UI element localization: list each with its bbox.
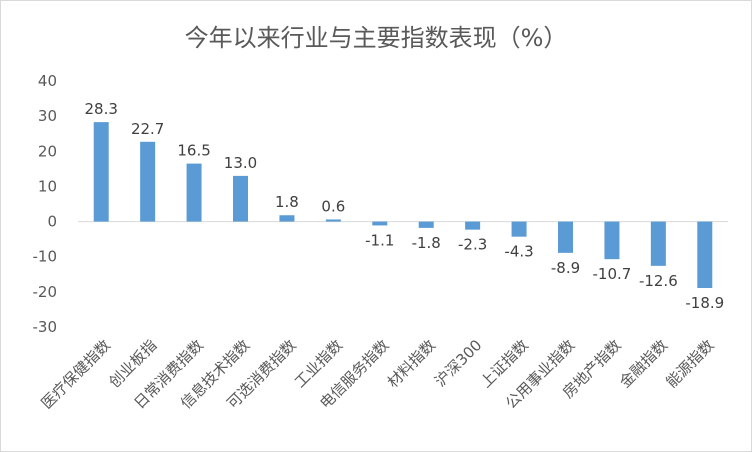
bar — [140, 141, 156, 222]
data-label: -4.3 — [504, 243, 533, 261]
bar — [325, 219, 341, 222]
y-tick-label: -20 — [33, 283, 58, 301]
bar — [604, 221, 620, 260]
x-tick-label: 医疗保健指数 — [38, 336, 114, 412]
y-tick-label: 20 — [38, 142, 57, 160]
bar — [279, 215, 295, 222]
data-label: -18.9 — [685, 294, 724, 312]
bar — [511, 221, 527, 237]
data-label: -10.7 — [593, 265, 632, 283]
bar — [418, 221, 434, 228]
data-label: 13.0 — [224, 154, 257, 172]
x-tick-label: 沪深300 — [431, 336, 485, 390]
bar — [93, 122, 109, 222]
bar — [558, 221, 573, 253]
data-label: -2.3 — [458, 236, 487, 254]
x-tick-label: 能源指数 — [662, 336, 717, 391]
y-tick-label: 0 — [47, 213, 57, 231]
bar — [650, 221, 666, 266]
data-label: -1.1 — [365, 231, 394, 249]
chart-title: 今年以来行业与主要指数表现（%） — [184, 24, 568, 52]
data-label: 0.6 — [321, 197, 345, 215]
y-tick-label: 30 — [38, 107, 57, 125]
data-label: 28.3 — [85, 100, 118, 118]
data-label: -1.8 — [412, 234, 441, 252]
bar — [697, 221, 713, 288]
y-tick-label: -30 — [33, 318, 58, 336]
data-label: 22.7 — [131, 120, 164, 138]
bar — [465, 221, 481, 230]
y-tick-label: 40 — [38, 72, 57, 90]
y-tick-label: 10 — [38, 177, 57, 195]
data-label: 16.5 — [177, 142, 210, 160]
data-label: -8.9 — [551, 259, 580, 277]
x-tick-label: 金融指数 — [616, 336, 671, 391]
bar — [186, 163, 202, 222]
data-label: 1.8 — [275, 193, 299, 211]
bar — [233, 175, 248, 222]
y-tick-label: -10 — [33, 248, 58, 266]
data-label: -12.6 — [639, 272, 678, 290]
bar — [372, 221, 388, 226]
x-tick-label: 材料指数 — [384, 336, 439, 391]
